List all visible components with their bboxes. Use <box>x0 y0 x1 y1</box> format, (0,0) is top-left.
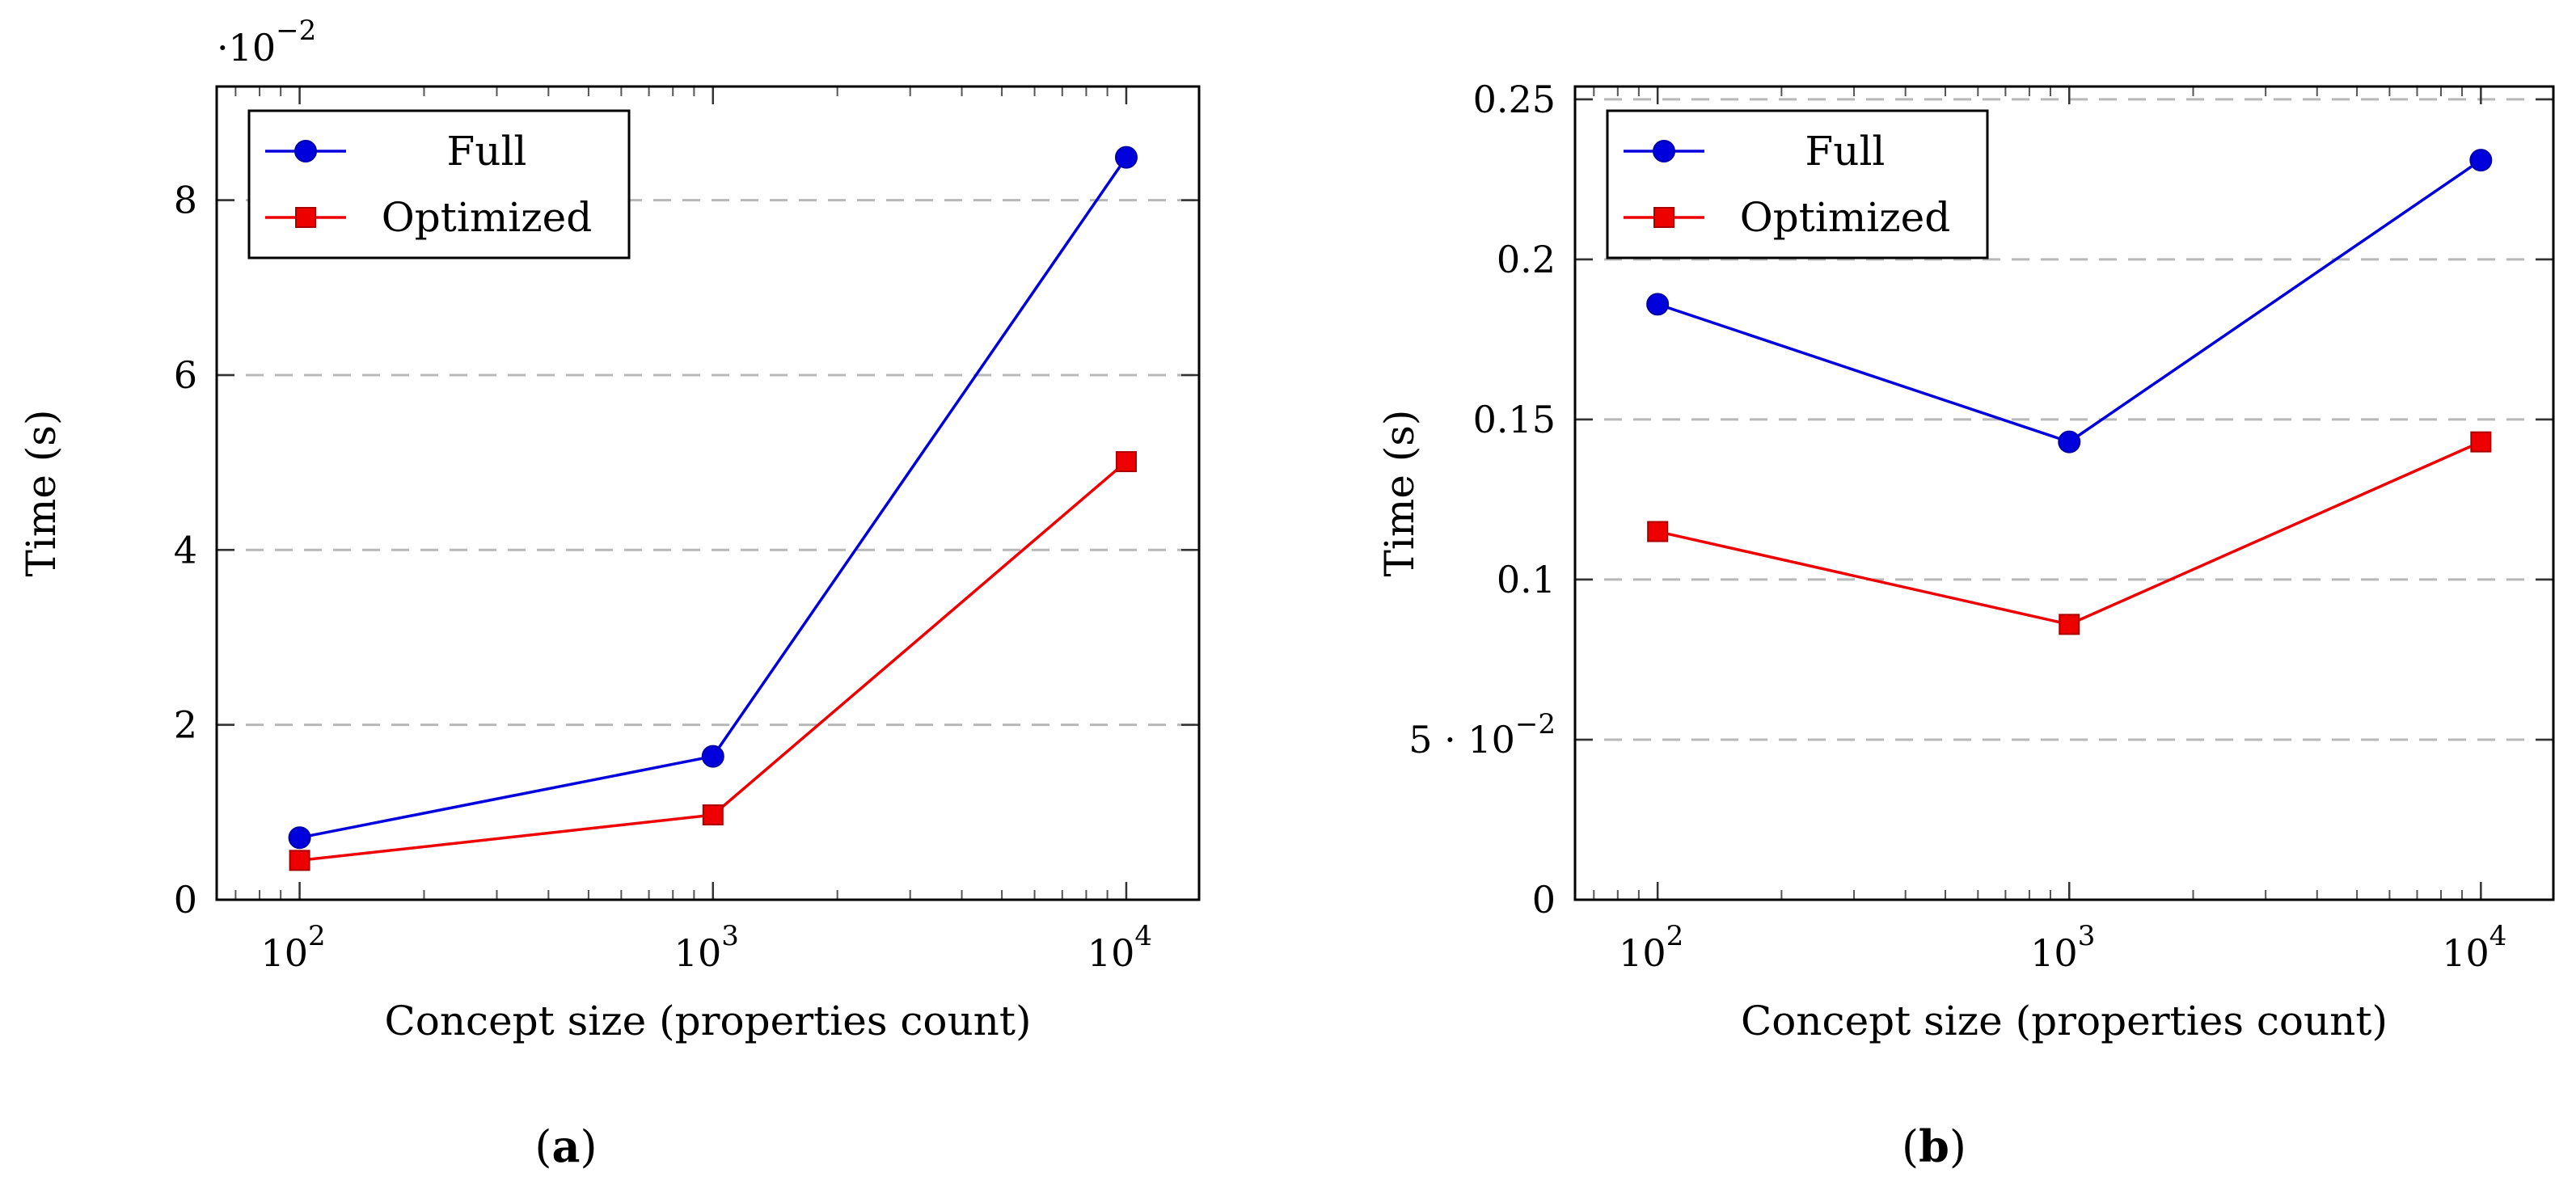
caption-open: ( <box>534 1121 551 1172</box>
caption-close: ) <box>1949 1121 1966 1172</box>
data-point-optimized <box>1647 521 1669 542</box>
data-point-optimized <box>2470 431 2492 453</box>
x-tick-base: 10 <box>674 931 722 975</box>
x-tick-exponent: 2 <box>308 920 326 952</box>
x-tick-exponent: 3 <box>2078 920 2096 952</box>
y-tick-label: 5 · 10−2 <box>1408 708 1556 762</box>
y-tick-mantissa: 5 · 10 <box>1408 718 1515 762</box>
caption-close: ) <box>581 1121 598 1172</box>
series-line-optimized <box>1657 441 2482 627</box>
y-tick-label: 0.25 <box>1473 78 1556 121</box>
legend-marker-square <box>295 207 316 228</box>
series-line-optimized <box>299 460 1128 863</box>
y-tick-label: 4 <box>174 528 197 572</box>
legend-marker-circle <box>1653 140 1675 162</box>
y-axis-label: Time (s) <box>1376 410 1423 577</box>
data-point-full <box>1114 146 1138 169</box>
x-tick-exponent: 4 <box>2489 920 2507 952</box>
panel-caption: (a) <box>534 1120 597 1172</box>
legend-label: Full <box>1805 128 1886 175</box>
data-point-full <box>1646 293 1670 316</box>
y-tick-label: 0.2 <box>1497 238 1556 281</box>
x-axis-label: Concept size (properties count) <box>1741 998 2388 1044</box>
y-scale-prefix: ·10 <box>217 26 276 70</box>
x-tick-label: 103 <box>2030 920 2095 975</box>
x-tick-exponent: 4 <box>1134 920 1152 952</box>
data-point-full <box>288 826 311 850</box>
caption-letter: a <box>552 1120 581 1172</box>
x-tick-label: 102 <box>1619 920 1683 975</box>
data-point-full <box>2469 149 2493 172</box>
data-point-optimized <box>702 804 724 826</box>
data-point-full <box>701 745 724 768</box>
series-line-full <box>299 156 1128 839</box>
x-tick-exponent: 3 <box>721 920 739 952</box>
caption-open: ( <box>1902 1121 1919 1172</box>
x-axis-label: Concept size (properties count) <box>385 998 1032 1044</box>
panel-caption: (b) <box>1902 1120 1966 1172</box>
legend-box <box>247 109 631 259</box>
plot-frame <box>1573 85 2555 901</box>
x-tick-base: 10 <box>1619 931 1666 975</box>
y-scale-exponent: −2 <box>276 15 316 47</box>
x-tick-base: 10 <box>1087 931 1135 975</box>
y-tick-label: 2 <box>174 703 197 747</box>
x-tick-base: 10 <box>2030 931 2078 975</box>
legend-marker-circle <box>294 140 317 162</box>
legend-label: Full <box>447 128 527 175</box>
y-scale-multiplier: ·10−2 <box>217 15 316 70</box>
x-tick-label: 104 <box>2442 920 2506 975</box>
legend-label: Optimized <box>1740 194 1950 241</box>
y-tick-label: 0 <box>174 878 197 922</box>
y-axis-label: Time (s) <box>18 410 65 577</box>
data-point-optimized <box>289 850 310 871</box>
data-point-optimized <box>1115 451 1137 473</box>
y-tick-label: 0.15 <box>1473 398 1556 441</box>
y-tick-label: 0 <box>1532 878 1556 922</box>
x-tick-exponent: 2 <box>1666 920 1684 952</box>
y-tick-label: 0.1 <box>1497 558 1556 601</box>
plot-frame <box>215 85 1201 901</box>
caption-letter: b <box>1919 1120 1949 1172</box>
x-tick-label: 104 <box>1087 920 1152 975</box>
y-tick-label: 6 <box>174 353 197 397</box>
x-tick-base: 10 <box>260 931 308 975</box>
y-tick-exponent: −2 <box>1515 708 1556 740</box>
data-point-full <box>2058 430 2081 454</box>
legend-box <box>1606 109 1989 259</box>
panel-a: 102 103 10402468·10−2FullOptimizedConcept … <box>18 15 1201 1172</box>
x-tick-label: 102 <box>260 920 325 975</box>
legend-label: Optimized <box>382 194 592 241</box>
x-tick-base: 10 <box>2442 931 2489 975</box>
data-point-optimized <box>2059 614 2080 635</box>
legend-marker-square <box>1653 207 1674 228</box>
x-tick-label: 103 <box>674 920 739 975</box>
y-tick-label: 8 <box>174 179 197 222</box>
